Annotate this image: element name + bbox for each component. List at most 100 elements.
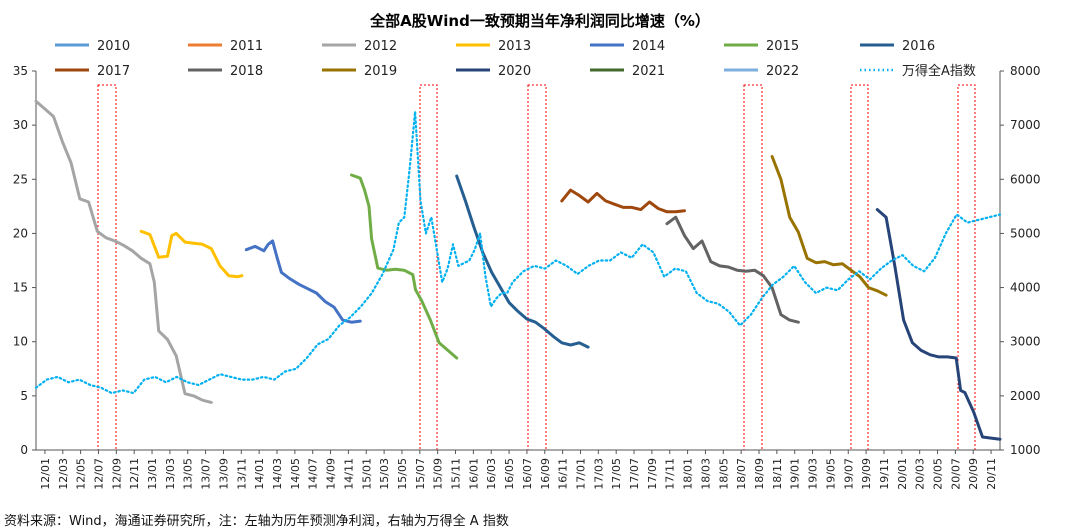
- x-tick-label: 20/01: [896, 458, 909, 490]
- highlight-box: [419, 84, 438, 451]
- y-left-tick-label: 25: [13, 172, 28, 186]
- series-line-2014: [244, 239, 362, 324]
- x-tick-label: 18/05: [717, 458, 730, 490]
- y-left-tick-label: 0: [20, 443, 28, 457]
- y-left-tick-label: 5: [20, 389, 28, 403]
- legend-label: 2012: [364, 39, 397, 54]
- x-tick-label: 15/01: [360, 458, 373, 490]
- x-tick-label: 20/11: [985, 458, 998, 490]
- x-tick-label: 16/09: [539, 458, 552, 490]
- y-right-tick-label: 7000: [1010, 118, 1041, 132]
- x-tick-label: 17/07: [628, 458, 641, 490]
- legend: 2010 2011 2012 2013 2014 2015 2016 2017 2018 2019…: [55, 39, 976, 79]
- legend-label: 万得全A指数: [902, 63, 976, 79]
- x-tick-label: 15/03: [378, 458, 391, 490]
- legend-label: 2020: [498, 64, 531, 79]
- y-right-tick-label: 2000: [1010, 389, 1041, 403]
- x-tick-label: 18/07: [735, 458, 748, 490]
- x-tick-label: 12/09: [110, 458, 123, 490]
- y-left-tick-label: 15: [13, 281, 28, 295]
- x-tick-label: 13/01: [146, 458, 159, 490]
- legend-label: 2011: [230, 39, 263, 54]
- x-tick-label: 16/11: [557, 458, 570, 490]
- x-tick-label: 17/11: [664, 458, 677, 490]
- x-tick-label: 20/07: [949, 458, 962, 490]
- x-tick-label: 16/01: [467, 458, 480, 490]
- x-tick-label: 12/07: [92, 458, 105, 490]
- x-tick-label: 18/01: [682, 458, 695, 490]
- x-tick-label: 17/03: [592, 458, 605, 490]
- x-tick-label: 14/01: [253, 458, 266, 490]
- series-line-2012: [34, 99, 213, 404]
- y-right-tick-label: 6000: [1010, 172, 1041, 186]
- legend-label: 2019: [364, 64, 397, 79]
- series-line-2019: [770, 155, 888, 297]
- x-tick-label: 17/05: [610, 458, 623, 490]
- x-tick-label: 20/09: [967, 458, 980, 490]
- x-tick-label: 18/11: [771, 458, 784, 490]
- y-right-tick-label: 1000: [1010, 443, 1041, 457]
- x-tick-label: 12/01: [39, 458, 52, 490]
- legend-label: 2021: [632, 64, 665, 79]
- y-left-tick-label: 10: [13, 335, 28, 349]
- x-tick-label: 20/03: [914, 458, 927, 490]
- x-tick-label: 13/11: [235, 458, 248, 490]
- legend-label: 2014: [632, 39, 665, 54]
- x-tick-label: 12/05: [75, 458, 88, 490]
- legend-label: 2015: [766, 39, 799, 54]
- series-line-2016: [455, 174, 590, 349]
- x-tick-label: 19/09: [860, 458, 873, 490]
- x-tick-label: 13/09: [217, 458, 230, 490]
- x-tick-label: 15/05: [396, 458, 409, 490]
- source-note: 资料来源：Wind，海通证券研究所，注：左轴为历年预测净利润，右轴为万得全 A …: [4, 514, 509, 529]
- x-tick-label: 19/01: [789, 458, 802, 490]
- x-tick-label: 19/05: [824, 458, 837, 490]
- highlight-box: [957, 84, 976, 451]
- y-right-tick-label: 3000: [1010, 335, 1041, 349]
- legend-label: 2010: [97, 39, 130, 54]
- x-tick-label: 20/05: [932, 458, 945, 490]
- legend-label: 2013: [498, 39, 531, 54]
- series-line-2013: [139, 229, 244, 279]
- y-left-tick-label: 20: [13, 226, 28, 240]
- x-tick-label: 14/05: [289, 458, 302, 490]
- y-right-tick-label: 8000: [1010, 64, 1041, 78]
- x-tick-label: 15/09: [432, 458, 445, 490]
- x-tick-label: 17/01: [574, 458, 587, 490]
- x-tick-label: 14/07: [307, 458, 320, 490]
- legend-label: 2022: [766, 64, 799, 79]
- series-line-2018: [665, 215, 800, 324]
- x-tick-label: 14/03: [271, 458, 284, 490]
- legend-label: 2016: [902, 39, 935, 54]
- x-tick-label: 18/03: [699, 458, 712, 490]
- x-tick-label: 13/05: [182, 458, 195, 490]
- x-tick-label: 16/07: [521, 458, 534, 490]
- legend-label: 2018: [230, 64, 263, 79]
- series-line-2020: [875, 208, 1002, 441]
- chart-title: 全部A股Wind一致预期当年净利润同比增速（%）: [369, 12, 710, 30]
- y-left-tick-label: 35: [13, 64, 28, 78]
- y-right-tick-label: 5000: [1010, 226, 1041, 240]
- plot-area: [34, 99, 1002, 441]
- x-tick-label: 15/07: [414, 458, 427, 490]
- series-line-2017: [560, 188, 686, 214]
- x-tick-label: 18/09: [753, 458, 766, 490]
- x-tick-label: 13/07: [200, 458, 213, 490]
- highlight-box: [850, 84, 869, 451]
- x-tick-label: 16/05: [503, 458, 516, 490]
- x-tick-label: 19/07: [842, 458, 855, 490]
- highlight-box: [97, 84, 117, 451]
- legend-label: 2017: [97, 64, 130, 79]
- highlight-box: [743, 84, 763, 451]
- x-tick-label: 12/03: [57, 458, 70, 490]
- x-tick-label: 14/11: [342, 458, 355, 490]
- x-tick-label: 13/03: [164, 458, 177, 490]
- x-tick-label: 19/11: [878, 458, 891, 490]
- x-tick-label: 14/09: [325, 458, 338, 490]
- x-tick-label: 15/11: [450, 458, 463, 490]
- series-line-2015: [350, 173, 459, 360]
- y-left-tick-label: 30: [13, 118, 28, 132]
- axes: 0 5 10 15 20 25 30 35 1000 2000 3000 4000 5000 6000 70…: [13, 64, 1041, 490]
- x-tick-label: 19/03: [807, 458, 820, 490]
